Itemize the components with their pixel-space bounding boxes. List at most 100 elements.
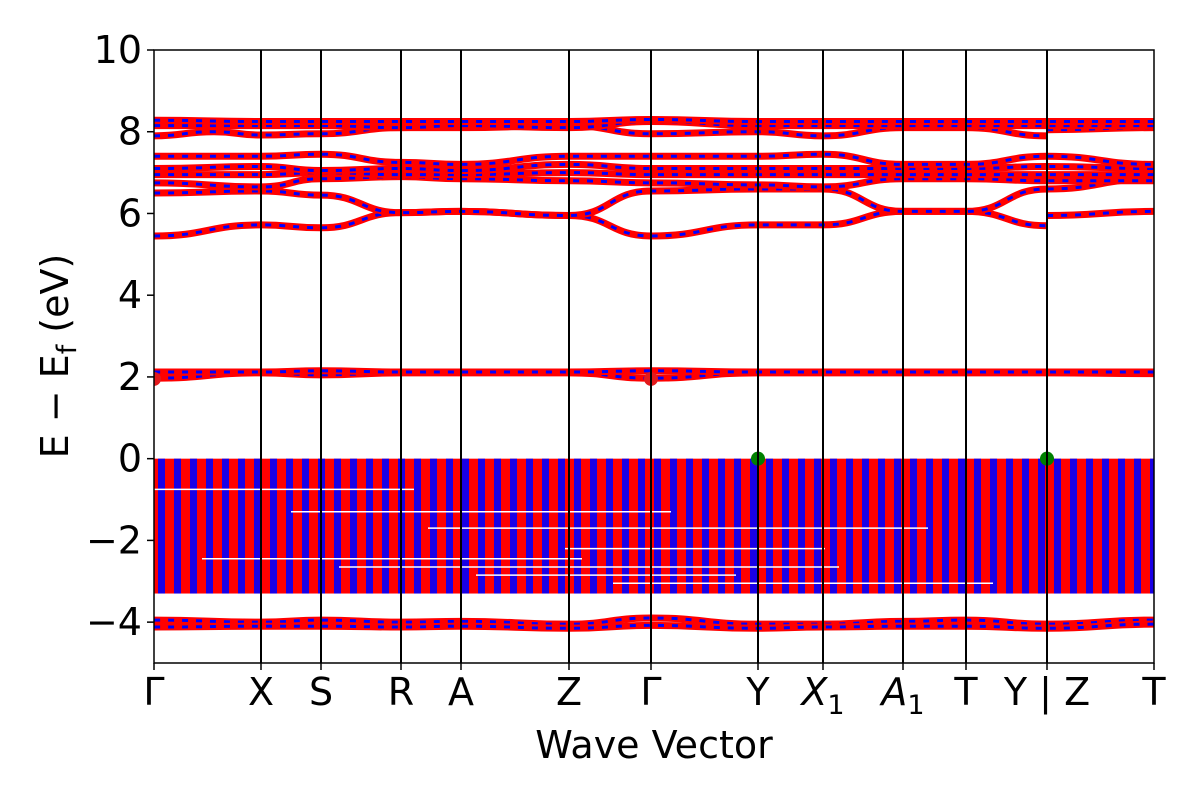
- valence-stripe: [1150, 458, 1154, 594]
- valence-stripe: [510, 458, 517, 594]
- x-tick-label: Γ: [640, 670, 661, 714]
- x-tick-label-main: Z: [556, 670, 582, 714]
- valence-stripe: [1022, 458, 1029, 594]
- band-conduction-7-down: [154, 124, 1048, 138]
- cbm-marker: [154, 371, 161, 386]
- valence-stripe: [926, 458, 933, 594]
- valence-stripe: [206, 458, 213, 594]
- y-tick-label: 0: [118, 437, 142, 481]
- valence-stripe: [446, 458, 453, 594]
- valence-stripe: [254, 458, 261, 594]
- y-axis-title-unit: (eV): [33, 254, 77, 345]
- x-axis-title: Wave Vector: [535, 723, 773, 767]
- valence-stripe: [190, 458, 197, 594]
- valence-stripe: [638, 458, 645, 594]
- x-tick-label: T: [953, 670, 978, 714]
- valence-stripe: [702, 458, 709, 594]
- valence-stripe: [302, 458, 309, 594]
- valence-stripe: [366, 458, 373, 594]
- x-tick-label-main: Γ: [143, 670, 164, 714]
- valence-stripe: [654, 458, 661, 594]
- x-tick-label: X: [248, 670, 274, 714]
- x-tick-label-sub: 1: [907, 690, 924, 721]
- x-tick-label-main: T: [1141, 670, 1166, 714]
- y-axis-title: E − Ef (eV): [33, 254, 83, 459]
- x-tick-label-main: S: [309, 670, 333, 714]
- valence-stripe: [590, 458, 597, 594]
- kpoint-lines: [260, 50, 1048, 663]
- valence-stripe: [718, 458, 725, 594]
- valence-stripe: [814, 458, 821, 594]
- valence-stripe: [238, 458, 245, 594]
- y-tick-label: 10: [94, 28, 142, 72]
- valence-stripe: [974, 458, 981, 594]
- valence-stripe: [494, 458, 501, 594]
- valence-stripe: [1070, 458, 1077, 594]
- valence-stripe: [878, 458, 885, 594]
- valence-stripe: [734, 458, 741, 594]
- x-tick-label-main: R: [388, 670, 414, 714]
- band-semicore-2-up: [154, 620, 1154, 632]
- valence-stripe: [222, 458, 229, 594]
- y-axis-title-main: E − E: [33, 354, 77, 458]
- valence-stripe: [1134, 458, 1141, 594]
- x-tick-label: A1: [878, 670, 924, 721]
- valence-stripe: [894, 458, 901, 594]
- x-tick-label: Γ: [143, 670, 164, 714]
- valence-stripe: [846, 458, 853, 594]
- x-tick-label: Y: [745, 670, 770, 714]
- valence-stripe: [270, 458, 277, 594]
- valence-stripe: [830, 458, 837, 594]
- valence-stripe: [430, 458, 437, 594]
- valence-stripe: [958, 458, 965, 594]
- valence-stripe: [478, 458, 485, 594]
- valence-stripe: [542, 458, 549, 594]
- y-axis-title-sub: f: [52, 343, 83, 354]
- valence-stripe: [942, 458, 949, 594]
- valence-stripe: [1054, 458, 1061, 594]
- valence-stripe: [174, 458, 181, 594]
- y-tick-label: 2: [118, 355, 142, 399]
- valence-stripe: [910, 458, 917, 594]
- x-axis: Γ X S R A Z Γ Y X1 A1 T Y | Z T: [143, 663, 1166, 721]
- y-tick-label: 4: [118, 273, 142, 317]
- valence-stripe: [862, 458, 869, 594]
- valence-stripe: [1118, 458, 1125, 594]
- y-tick-label: 8: [118, 110, 142, 154]
- valence-stripe: [286, 458, 293, 594]
- y-tick-label: −2: [86, 518, 142, 562]
- x-tick-label: T: [1141, 670, 1166, 714]
- x-tick-label-main: T: [953, 670, 978, 714]
- x-tick-label: X1: [799, 670, 844, 721]
- valence-stripe: [1102, 458, 1109, 594]
- valence-stripe: [766, 458, 773, 594]
- band-conduction-3-down: [154, 175, 1154, 189]
- plot-frame: [153, 49, 1155, 664]
- valence-stripe: [382, 458, 389, 594]
- valence-stripe: [670, 458, 677, 594]
- valence-stripe: [558, 458, 565, 594]
- valence-stripe: [334, 458, 341, 594]
- valence-stripe: [606, 458, 613, 594]
- x-tick-label-main: Γ: [640, 670, 661, 714]
- band-conduction-7b-down: [1046, 126, 1154, 132]
- band-conduction-9-up: [154, 115, 1154, 126]
- valence-stripe: [526, 458, 533, 594]
- y-tick-label: 6: [118, 191, 142, 235]
- x-tick-label-main: A: [448, 670, 474, 714]
- valence-stripe: [1038, 458, 1045, 594]
- x-tick-label: S: [309, 670, 333, 714]
- valence-stripe: [750, 458, 757, 594]
- valence-stripe: [798, 458, 805, 594]
- x-tick-label: R: [388, 670, 414, 714]
- valence-stripe: [1006, 458, 1013, 594]
- x-tick-label: Y | Z: [1003, 670, 1090, 715]
- valence-stripe: [158, 458, 165, 594]
- valence-stripe: [1086, 458, 1093, 594]
- valence-stripe: [574, 458, 581, 594]
- valence-stripe: [622, 458, 629, 594]
- y-axis: −4 −2 0 2 4 6 8 10: [86, 28, 154, 644]
- band-defect-band-up: [154, 367, 1154, 376]
- x-tick-label-main: Y | Z: [1003, 670, 1090, 715]
